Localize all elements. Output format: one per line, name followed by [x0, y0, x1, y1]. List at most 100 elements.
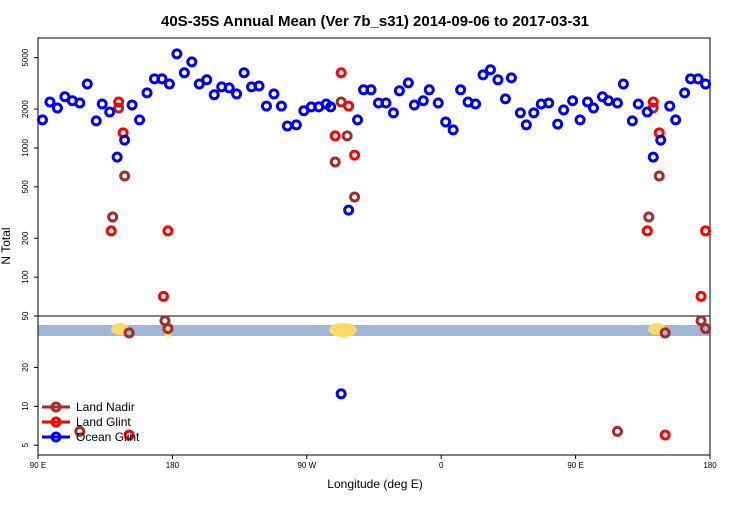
point: [567, 95, 579, 107]
point: [588, 102, 600, 114]
point: [664, 100, 676, 112]
point: [552, 118, 564, 130]
y-tick-label: 5000: [21, 48, 30, 66]
point: [520, 119, 532, 131]
point: [178, 67, 190, 79]
point: [514, 107, 526, 119]
point: [134, 114, 146, 126]
ocean-band: [38, 325, 710, 336]
y-tick-label: 20: [21, 362, 30, 371]
point: [113, 96, 125, 108]
y-tick-label: 50: [21, 311, 30, 320]
point: [470, 98, 482, 110]
y-axis-label: N Total: [0, 227, 13, 264]
point: [447, 124, 459, 136]
legend-label: Land Glint: [76, 415, 131, 429]
point: [186, 56, 198, 68]
legend-label: Ocean Glint: [76, 430, 140, 444]
point: [268, 88, 280, 100]
point: [325, 101, 337, 113]
point: [335, 388, 347, 400]
y-tick-label: 200: [21, 231, 30, 245]
point: [477, 69, 489, 81]
point: [574, 114, 586, 126]
point: [208, 89, 220, 101]
point: [505, 72, 517, 84]
point: [157, 290, 169, 302]
point: [626, 115, 638, 127]
point: [107, 211, 119, 223]
point: [659, 327, 671, 339]
point: [162, 225, 174, 237]
point: [119, 170, 131, 182]
point: [700, 323, 712, 335]
point: [162, 323, 174, 335]
point: [582, 96, 594, 108]
point: [111, 151, 123, 163]
legend-marker: [50, 431, 62, 443]
point: [96, 98, 108, 110]
point: [51, 102, 63, 114]
point: [408, 99, 420, 111]
y-tick-label: 100: [21, 270, 30, 284]
land-patch: [329, 323, 357, 337]
point: [163, 78, 175, 90]
plot-frame: [37, 37, 711, 456]
x-tick-label: 180: [166, 461, 180, 470]
legend-marker: [50, 401, 62, 413]
point: [329, 156, 341, 168]
point: [349, 191, 361, 203]
point: [352, 114, 364, 126]
point: [343, 100, 355, 112]
point: [231, 88, 243, 100]
legend-marker: [50, 416, 62, 428]
point: [260, 100, 272, 112]
point: [341, 130, 353, 142]
point: [417, 95, 429, 107]
point: [141, 87, 153, 99]
point: [647, 151, 659, 163]
point: [387, 107, 399, 119]
point: [695, 315, 707, 327]
point: [695, 290, 707, 302]
point: [641, 225, 653, 237]
x-tick-label: 90 E: [30, 461, 46, 470]
point: [484, 64, 496, 76]
y-tick-label: 2000: [21, 100, 30, 118]
point: [632, 98, 644, 110]
point: [528, 107, 540, 119]
point: [105, 225, 117, 237]
point: [492, 74, 504, 86]
point: [275, 100, 287, 112]
point: [223, 82, 235, 94]
point: [349, 149, 361, 161]
point: [123, 429, 135, 441]
point: [81, 78, 93, 90]
point: [156, 73, 168, 85]
point: [380, 97, 392, 109]
point: [617, 78, 629, 90]
surface-strip: [38, 323, 710, 337]
point: [343, 204, 355, 216]
point: [700, 78, 712, 90]
point: [119, 134, 131, 146]
y-tick-label: 5: [21, 442, 30, 447]
point: [423, 84, 435, 96]
point: [253, 80, 265, 92]
point: [499, 93, 511, 105]
point: [123, 327, 135, 339]
point: [44, 96, 56, 108]
y-tick-label: 10: [21, 401, 30, 410]
legend-label: Land Nadir: [76, 400, 135, 414]
series: [105, 67, 712, 441]
point: [74, 425, 86, 437]
x-tick-label: 90 E: [567, 461, 583, 470]
point: [679, 87, 691, 99]
point: [290, 119, 302, 131]
point: [440, 116, 452, 128]
x-tick-label: 180: [703, 461, 717, 470]
point: [700, 225, 712, 237]
series: [36, 48, 712, 400]
point: [558, 104, 570, 116]
